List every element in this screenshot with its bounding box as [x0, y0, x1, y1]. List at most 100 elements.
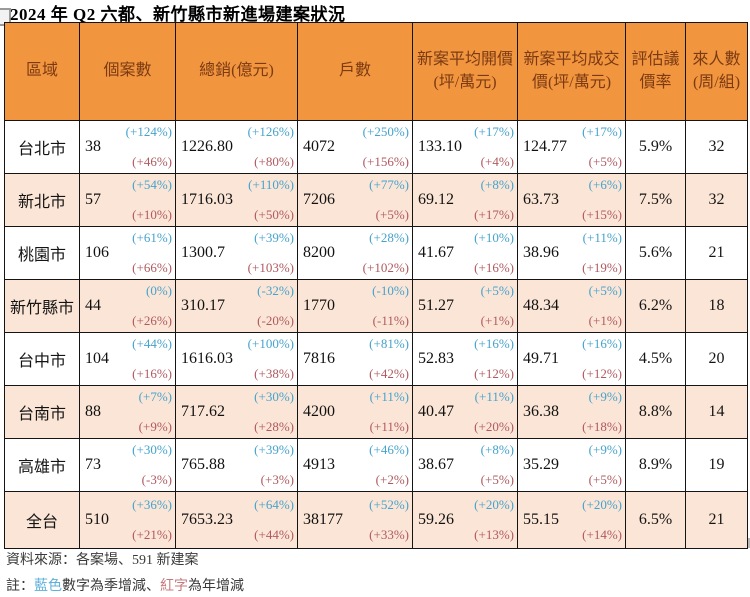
metric-value: 52.83: [418, 350, 454, 367]
yoy-change: (+102%): [362, 260, 409, 276]
qoq-change: (+9%): [588, 441, 622, 457]
column-header-avg-deal-price: 新案平均成交價(坪/萬元): [517, 22, 626, 121]
metric-cell: 38.96 (+11%) (+19%): [517, 226, 626, 280]
change-stack: (+20%) (+14%): [582, 494, 622, 547]
qoq-change: (+126%): [247, 123, 294, 139]
change-stack: (+6%) (+15%): [582, 175, 622, 226]
metric-layout: 4913 (+46%) (+2%): [303, 442, 409, 489]
yoy-change: (+9%): [138, 419, 172, 435]
yoy-change: (+14%): [582, 527, 622, 543]
qoq-change: (+17%): [582, 123, 622, 139]
qoq-change: (+8%): [480, 441, 514, 457]
qoq-change: (+6%): [588, 176, 622, 192]
yoy-change: (+16%): [132, 366, 172, 382]
metric-layout: 310.17 (-32%) (-20%): [181, 283, 294, 330]
column-header-total-sales: 總銷(億元): [175, 22, 298, 121]
table-row: 台南市 88 (+7%) (+9%) 717.62 (+30%) (+28%) 4200 (+1…: [4, 385, 748, 439]
metric-layout: 1226.80 (+126%) (+80%): [181, 124, 294, 171]
qoq-change: (+7%): [138, 388, 172, 404]
yoy-change: (+16%): [474, 260, 514, 276]
visitors-cell: 21: [685, 226, 748, 280]
qoq-change: (+36%): [132, 496, 172, 512]
qoq-change: (+39%): [254, 229, 294, 245]
qoq-change: (+110%): [248, 176, 294, 192]
yoy-change: (-3%): [141, 472, 172, 488]
header-row: 區域 個案數 總銷(億元) 戶數 新案平均開價(坪/萬元) 新案平均成交價(坪/…: [4, 22, 748, 121]
visitors-cell: 32: [685, 120, 748, 174]
yoy-change: (+2%): [375, 472, 409, 488]
qoq-change: (+11%): [474, 388, 514, 404]
change-stack: (+11%) (+11%): [370, 387, 409, 438]
metric-cell: 7653.23 (+64%) (+44%): [175, 491, 298, 549]
yoy-change: (+10%): [132, 207, 172, 223]
metric-layout: 73 (+30%) (-3%): [85, 442, 172, 489]
table-row: 台北市 38 (+124%) (+46%) 1226.80 (+126%) (+80%) 40…: [4, 120, 748, 174]
change-stack: (+16%) (+12%): [474, 334, 514, 385]
change-stack: (+28%) (+102%): [362, 228, 409, 279]
yoy-change: (+5%): [375, 207, 409, 223]
yoy-change: (+5%): [588, 472, 622, 488]
yoy-change: (+42%): [369, 366, 409, 382]
metric-value: 38: [85, 138, 101, 155]
metric-cell: 38.67 (+8%) (+5%): [412, 438, 518, 492]
metric-layout: 106 (+61%) (+66%): [85, 230, 172, 277]
qoq-change: (+11%): [582, 229, 622, 245]
change-stack: (-32%) (-20%): [257, 281, 294, 332]
metric-cell: 1770 (-10%) (-11%): [297, 279, 413, 333]
qoq-change: (+81%): [369, 335, 409, 351]
qoq-change: (+17%): [474, 123, 514, 139]
metric-value: 4200: [303, 403, 335, 420]
metric-value: 133.10: [418, 138, 462, 155]
metric-value: 765.88: [181, 456, 225, 473]
metric-layout: 133.10 (+17%) (+4%): [418, 124, 514, 171]
negotiation-rate-cell: 7.5%: [625, 173, 686, 227]
change-stack: (+39%) (+103%): [248, 228, 294, 279]
negotiation-rate-cell: 8.9%: [625, 438, 686, 492]
change-stack: (+36%) (+21%): [132, 494, 172, 547]
metric-cell: 49.71 (+16%) (+12%): [517, 332, 626, 386]
metric-cell: 73 (+30%) (-3%): [79, 438, 176, 492]
metric-value: 124.77: [523, 138, 567, 155]
metric-cell: 4200 (+11%) (+11%): [297, 385, 413, 439]
metric-layout: 57 (+54%) (+10%): [85, 177, 172, 224]
region-cell: 全台: [4, 491, 80, 549]
metric-layout: 4072 (+250%) (+156%): [303, 124, 409, 171]
metric-cell: 36.38 (+9%) (+18%): [517, 385, 626, 439]
yoy-change: (+20%): [474, 419, 514, 435]
metric-value: 510: [85, 511, 109, 528]
metric-cell: 41.67 (+10%) (+16%): [412, 226, 518, 280]
metric-cell: 4913 (+46%) (+2%): [297, 438, 413, 492]
data-table: 區域 個案數 總銷(億元) 戶數 新案平均開價(坪/萬元) 新案平均成交價(坪/…: [4, 22, 748, 549]
metric-layout: 55.15 (+20%) (+14%): [523, 497, 622, 544]
region-cell: 桃園市: [4, 226, 80, 280]
visitors-cell: 14: [685, 385, 748, 439]
qoq-change: (+20%): [474, 496, 514, 512]
metric-layout: 38 (+124%) (+46%): [85, 124, 172, 171]
yoy-change: (+156%): [362, 154, 409, 170]
metric-value: 63.73: [523, 191, 559, 208]
metric-layout: 38.96 (+11%) (+19%): [523, 230, 622, 277]
change-stack: (+8%) (+5%): [480, 440, 514, 491]
change-stack: (+39%) (+3%): [254, 440, 294, 491]
visitors-cell: 19: [685, 438, 748, 492]
table-row: 新北市 57 (+54%) (+10%) 1716.03 (+110%) (+50%) 720…: [4, 173, 748, 227]
visitors-cell: 20: [685, 332, 748, 386]
change-stack: (+77%) (+5%): [369, 175, 409, 226]
qoq-change: (+77%): [369, 176, 409, 192]
qoq-change: (+52%): [369, 496, 409, 512]
metric-cell: 38177 (+52%) (+33%): [297, 491, 413, 549]
metric-cell: 7816 (+81%) (+42%): [297, 332, 413, 386]
visitors-cell: 18: [685, 279, 748, 333]
table-header: 區域 個案數 總銷(億元) 戶數 新案平均開價(坪/萬元) 新案平均成交價(坪/…: [4, 22, 748, 121]
metric-value: 88: [85, 403, 101, 420]
metric-cell: 48.34 (+5%) (+1%): [517, 279, 626, 333]
metric-layout: 4200 (+11%) (+11%): [303, 389, 409, 436]
table-row: 台中市 104 (+44%) (+16%) 1616.03 (+100%) (+38%) 78…: [4, 332, 748, 386]
metric-value: 36.38: [523, 403, 559, 420]
region-cell: 新北市: [4, 173, 80, 227]
qoq-change: (+124%): [125, 123, 172, 139]
metric-value: 1616.03: [181, 350, 233, 367]
metric-layout: 1770 (-10%) (-11%): [303, 283, 409, 330]
metric-layout: 7653.23 (+64%) (+44%): [181, 497, 294, 544]
column-header-negotiation-rate: 評估議價率: [625, 22, 686, 121]
